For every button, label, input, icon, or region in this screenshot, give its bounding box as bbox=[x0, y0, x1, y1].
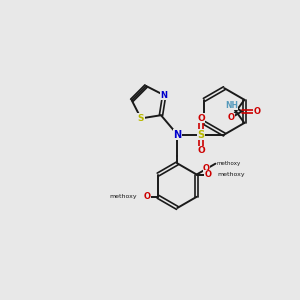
Text: O: O bbox=[203, 164, 210, 173]
Text: O: O bbox=[143, 192, 150, 201]
Text: methoxy: methoxy bbox=[218, 172, 245, 177]
Text: S: S bbox=[138, 114, 144, 123]
Text: NH: NH bbox=[225, 100, 238, 109]
Text: N: N bbox=[173, 130, 181, 140]
Text: O: O bbox=[197, 146, 205, 155]
Text: S: S bbox=[198, 130, 205, 140]
Text: methoxy: methoxy bbox=[110, 194, 137, 199]
Text: O: O bbox=[228, 113, 235, 122]
Text: O: O bbox=[204, 170, 211, 179]
Text: N: N bbox=[161, 91, 168, 100]
Text: O: O bbox=[197, 114, 205, 123]
Text: O: O bbox=[253, 107, 260, 116]
Text: methoxy: methoxy bbox=[217, 161, 241, 166]
